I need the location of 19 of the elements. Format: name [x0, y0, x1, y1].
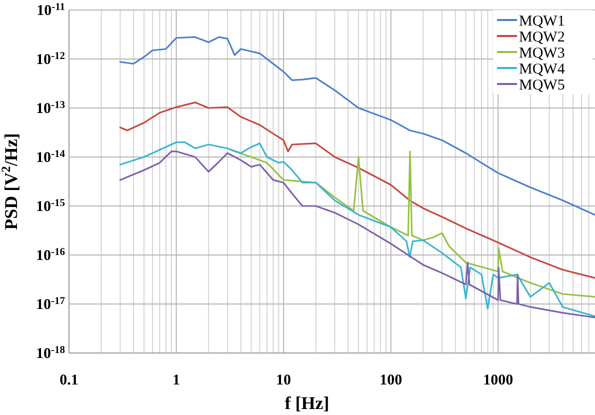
y-tick-label: 10$^{-12}$ — [36, 50, 65, 68]
legend-label: MQW5 — [519, 77, 565, 94]
legend-label: MQW2 — [519, 29, 565, 46]
y-tick-label: 10$^{-16}$ — [36, 246, 65, 264]
y-tick-label: 10$^{-13}$ — [36, 99, 65, 117]
x-tick-label: 10 — [276, 372, 292, 388]
legend-label: MQW1 — [519, 13, 565, 30]
legend-label: MQW3 — [519, 45, 565, 62]
y-tick-label: 10$^{-17}$ — [36, 295, 65, 313]
y-tick-label: 10$^{-15}$ — [36, 197, 65, 215]
y-tick-label: 10$^{-18}$ — [36, 344, 65, 362]
y-tick-label: 10$^{-11}$ — [36, 1, 65, 19]
x-tick-label: 100 — [380, 372, 402, 388]
x-tick-label: 1 — [172, 372, 180, 388]
y-tick-label: 10$^{-14}$ — [36, 148, 66, 166]
x-tick-label: 0.1 — [60, 372, 78, 388]
x-axis-title: f [Hz] — [284, 393, 330, 413]
legend-label: MQW4 — [519, 61, 566, 78]
x-tick-label: 1000 — [483, 372, 514, 388]
